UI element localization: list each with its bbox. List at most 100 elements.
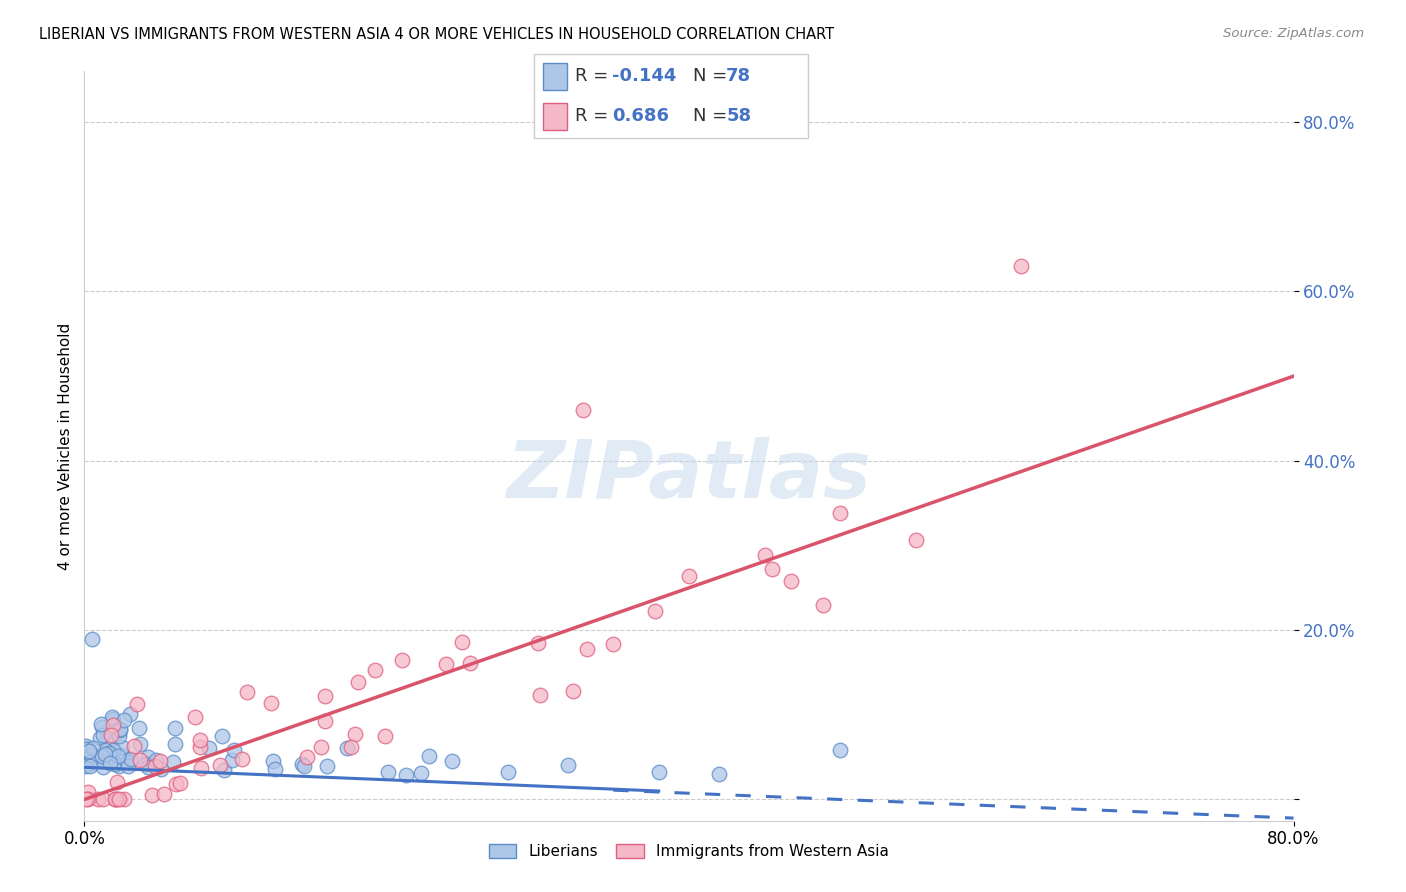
Point — [79, 756, 101, 771]
Point — [76, 742, 98, 756]
Point — [108, 723, 131, 737]
Point — [98, 749, 121, 764]
Text: ZIPatlas: ZIPatlas — [506, 437, 872, 515]
Point — [117, 759, 139, 773]
Point — [343, 727, 366, 741]
FancyBboxPatch shape — [543, 62, 567, 90]
Point — [87, 792, 110, 806]
Point — [529, 688, 551, 702]
Point — [141, 788, 163, 802]
Point — [82, 741, 104, 756]
Text: R =: R = — [575, 67, 614, 85]
Point — [165, 777, 187, 791]
Point — [73, 740, 96, 755]
Text: LIBERIAN VS IMMIGRANTS FROM WESTERN ASIA 4 OR MORE VEHICLES IN HOUSEHOLD CORRELA: LIBERIAN VS IMMIGRANTS FROM WESTERN ASIA… — [39, 27, 835, 42]
Point — [143, 758, 166, 772]
Point — [79, 744, 101, 758]
Point — [122, 739, 145, 754]
Point — [135, 756, 157, 771]
Point — [84, 754, 107, 768]
Point — [104, 792, 127, 806]
Point — [441, 754, 464, 768]
Point — [648, 764, 671, 779]
Point — [76, 792, 98, 806]
Point — [830, 743, 852, 757]
Point — [418, 748, 440, 763]
Point — [79, 744, 101, 758]
Point — [90, 720, 112, 734]
FancyBboxPatch shape — [543, 103, 567, 130]
Text: N =: N = — [693, 67, 734, 85]
Point — [91, 760, 114, 774]
Point — [108, 722, 131, 736]
Point — [291, 756, 314, 771]
Point — [129, 753, 152, 767]
Point — [188, 732, 211, 747]
Point — [112, 713, 135, 727]
Point — [264, 762, 287, 776]
Point — [557, 757, 579, 772]
Point — [80, 748, 103, 763]
Point — [75, 759, 97, 773]
Point — [76, 756, 98, 770]
Point — [314, 714, 336, 728]
Point — [108, 729, 131, 743]
Point — [780, 574, 803, 588]
Point — [105, 792, 128, 806]
Point — [165, 721, 187, 735]
Point — [112, 792, 135, 806]
Point — [104, 757, 127, 772]
Point — [115, 756, 138, 770]
Point — [118, 707, 141, 722]
Point — [391, 653, 413, 667]
Point — [73, 748, 96, 763]
Point — [103, 756, 125, 770]
Point — [120, 751, 142, 765]
Point — [101, 718, 124, 732]
Point — [96, 734, 118, 748]
Point — [315, 758, 337, 772]
Point — [80, 632, 103, 646]
Point — [208, 758, 231, 772]
Point — [409, 765, 432, 780]
Point — [136, 760, 159, 774]
Point — [644, 604, 666, 618]
Point — [211, 730, 233, 744]
Point — [262, 754, 284, 768]
Point — [830, 506, 852, 520]
Point — [79, 759, 101, 773]
Point — [93, 743, 115, 757]
Text: N =: N = — [693, 107, 734, 125]
Point — [125, 697, 148, 711]
Point — [197, 741, 219, 756]
Point — [295, 750, 318, 764]
Point — [108, 792, 131, 806]
Point — [576, 642, 599, 657]
Text: 78: 78 — [725, 67, 751, 85]
Point — [98, 756, 121, 770]
Point — [221, 754, 243, 768]
Point — [91, 728, 114, 742]
Point — [527, 636, 550, 650]
Point — [101, 710, 124, 724]
Point — [107, 748, 129, 763]
Point — [212, 763, 235, 777]
Point — [309, 739, 332, 754]
Point — [91, 792, 114, 806]
Point — [363, 663, 385, 677]
Text: 58: 58 — [725, 107, 751, 125]
Point — [335, 740, 357, 755]
Point — [149, 755, 172, 769]
Point — [561, 684, 583, 698]
Point — [496, 765, 519, 780]
Point — [103, 743, 125, 757]
Point — [374, 729, 396, 743]
Point — [377, 764, 399, 779]
Point — [98, 746, 121, 760]
Point — [292, 759, 315, 773]
Point — [75, 792, 97, 806]
Point — [145, 753, 167, 767]
Point — [118, 755, 141, 769]
Point — [75, 739, 97, 754]
Point — [678, 568, 700, 582]
